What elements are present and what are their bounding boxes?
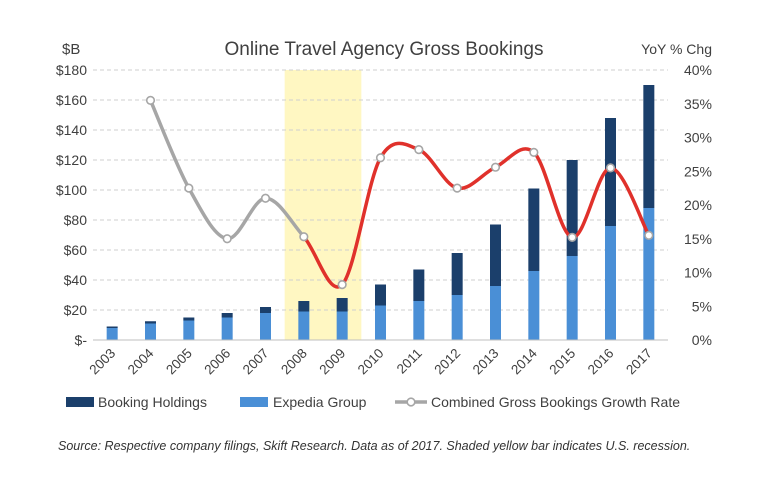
bar-booking-2008 — [298, 301, 310, 312]
growth-point-2016 — [605, 163, 616, 173]
growth-point-2012 — [452, 183, 462, 193]
bar-expedia-2016 — [605, 226, 616, 340]
y2-tick-label: 0% — [692, 332, 712, 348]
y-tick-label: $100 — [56, 182, 87, 198]
y-tick-label: $20 — [64, 302, 88, 318]
bar-booking-2017 — [643, 85, 655, 208]
y2-tick-label: 15% — [684, 231, 712, 247]
x-tick-label: 2006 — [201, 346, 233, 378]
growth-point-2009 — [337, 280, 347, 290]
bar-expedia-2017 — [643, 208, 655, 340]
bar-expedia-2006 — [221, 317, 233, 340]
y-tick-label: $40 — [64, 272, 88, 288]
x-tick-label: 2011 — [394, 346, 425, 377]
x-tick-label: 2004 — [125, 345, 157, 377]
y-tick-label: $140 — [56, 122, 87, 138]
growth-point-2006 — [222, 234, 232, 244]
legend-label-growth: Combined Gross Bookings Growth Rate — [431, 394, 680, 410]
y2-tick-label: 10% — [684, 265, 712, 281]
bar-booking-2005 — [183, 317, 195, 321]
legend-label-booking: Booking Holdings — [98, 394, 207, 410]
legend-swatch-expedia — [240, 397, 268, 407]
bar-expedia-2013 — [490, 286, 501, 340]
bar-expedia-2008 — [298, 311, 310, 340]
bar-expedia-2005 — [183, 320, 195, 340]
x-tick-label: 2014 — [508, 345, 540, 377]
bar-expedia-2009 — [336, 311, 348, 340]
growth-point-2017 — [644, 230, 654, 240]
y2-tick-label: 40% — [684, 62, 712, 78]
legend-label-expedia: Expedia Group — [273, 394, 367, 410]
y-tick-label: $60 — [64, 242, 88, 258]
y-tick-label: $160 — [56, 92, 87, 108]
growth-point-2014 — [529, 147, 539, 157]
y2-tick-label: 20% — [684, 197, 712, 213]
bar-booking-2011 — [413, 269, 425, 301]
bar-booking-2013 — [490, 224, 501, 286]
legend-swatch-booking — [66, 397, 94, 407]
x-tick-label: 2003 — [86, 346, 118, 378]
bar-booking-2003 — [106, 326, 118, 328]
bar-expedia-2011 — [413, 301, 425, 340]
recession-shading — [284, 70, 362, 340]
x-tick-label: 2005 — [163, 346, 195, 378]
bar-expedia-2014 — [528, 271, 540, 340]
growth-point-2005 — [184, 183, 194, 193]
growth-point-2008 — [299, 232, 309, 242]
x-tick-label: 2017 — [623, 346, 655, 378]
growth-point-2010 — [375, 153, 386, 163]
bar-booking-2006 — [221, 313, 233, 318]
growth-point-2013 — [490, 162, 501, 172]
x-tick-label: 2008 — [278, 346, 310, 378]
y-tick-label: $- — [75, 332, 88, 348]
growth-point-2007 — [260, 193, 271, 203]
y2-tick-label: 30% — [684, 130, 712, 146]
y-tick-label: $80 — [64, 212, 88, 228]
bar-expedia-2015 — [566, 256, 578, 340]
bar-expedia-2010 — [375, 305, 386, 340]
chart-title: Online Travel Agency Gross Bookings — [225, 39, 544, 60]
bar-expedia-2004 — [145, 323, 156, 340]
bar-expedia-2003 — [106, 328, 118, 340]
y-axis-title: $B — [62, 41, 80, 58]
x-tick-label: 2016 — [585, 346, 617, 378]
x-tick-label: 2009 — [316, 346, 348, 378]
x-tick-label: 2007 — [240, 346, 272, 378]
y2-tick-label: 5% — [692, 298, 712, 314]
bar-booking-2012 — [451, 253, 463, 295]
y2-tick-label: 35% — [684, 96, 712, 112]
y2-tick-label: 25% — [684, 163, 712, 179]
x-tick-label: 2012 — [431, 346, 463, 378]
legend-marker-growth — [406, 397, 416, 407]
x-tick-label: 2013 — [470, 346, 502, 378]
bar-booking-2004 — [145, 321, 156, 324]
bar-expedia-2007 — [260, 313, 271, 340]
source-note: Source: Respective company filings, Skif… — [58, 439, 691, 453]
x-tick-label: 2015 — [546, 346, 578, 378]
x-tick-label: 2010 — [355, 346, 387, 378]
bar-booking-2014 — [528, 188, 540, 271]
growth-line-gray — [148, 98, 306, 241]
y-tick-label: $120 — [56, 152, 87, 168]
growth-point-2011 — [414, 145, 424, 155]
growth-line-red — [302, 141, 651, 289]
bar-booking-2007 — [260, 307, 271, 313]
y-tick-label: $180 — [56, 62, 87, 78]
bar-expedia-2012 — [451, 295, 463, 340]
growth-point-2015 — [567, 232, 577, 242]
growth-point-2004 — [145, 95, 156, 105]
y2-axis-title: YoY % Chg — [641, 41, 712, 57]
bar-booking-2009 — [336, 298, 348, 312]
bar-booking-2015 — [566, 160, 578, 256]
bar-booking-2010 — [375, 284, 386, 306]
